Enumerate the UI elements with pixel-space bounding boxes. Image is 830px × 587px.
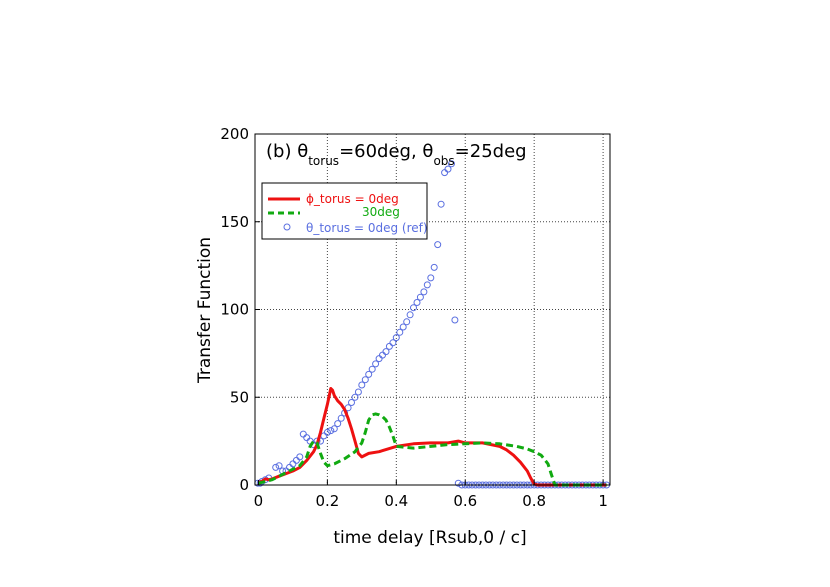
ref-marker — [337, 414, 345, 422]
ref-marker — [396, 328, 404, 336]
legend-label-red: ϕ_torus = 0deg — [306, 192, 399, 206]
ref-marker — [399, 323, 407, 331]
legend-label-blue: θ_torus = 0deg (ref) — [306, 221, 428, 235]
ref-marker — [410, 304, 417, 312]
x-tick-label: 1 — [598, 492, 608, 510]
ref-marker — [330, 425, 338, 433]
ref-marker — [372, 360, 380, 368]
ref-marker — [382, 348, 390, 356]
ref-marker — [413, 299, 421, 306]
ref-marker — [406, 311, 414, 319]
x-tick-label: 0.2 — [315, 492, 339, 510]
x-tick-label: 0.4 — [384, 492, 408, 510]
y-tick-label: 0 — [239, 476, 249, 494]
ref-marker — [454, 479, 462, 487]
y-tick-label: 150 — [220, 213, 249, 231]
y-tick-label: 100 — [220, 301, 249, 319]
ref-marker — [351, 393, 359, 401]
x-tick-label: 0.8 — [522, 492, 546, 510]
ref-marker — [385, 342, 393, 350]
ref-marker — [368, 365, 376, 373]
x-axis-label: time delay [Rsub,0 / c] — [333, 528, 526, 548]
ref-marker — [389, 339, 397, 347]
ref-marker — [272, 463, 280, 471]
ref-marker — [423, 281, 431, 289]
title-sub-torus: torus — [308, 154, 339, 168]
legend-swatch-blue — [283, 223, 291, 231]
ref-marker — [296, 453, 304, 461]
ref-marker — [354, 388, 362, 396]
ref-marker — [365, 370, 373, 378]
chart-title: (b) θtorus=60deg, θobs=25deg — [266, 141, 527, 168]
legend: ϕ_torus = 0deg 30deg θ_torus = 0deg (ref… — [261, 182, 428, 240]
title-part-2: =60deg, θ — [339, 141, 433, 162]
title-part-3: =25deg — [455, 141, 527, 162]
ref-marker — [361, 376, 369, 384]
ref-marker — [444, 165, 452, 173]
ref-marker — [358, 381, 366, 389]
ref-marker — [275, 462, 283, 470]
ref-marker — [348, 399, 355, 406]
ref-marker — [448, 160, 455, 168]
legend-box — [261, 182, 428, 240]
ref-marker — [379, 351, 386, 359]
ticks: 0 0.2 0.4 0.6 0.8 1 0 50 100 150 200 — [220, 125, 608, 510]
series-lines — [258, 387, 607, 487]
y-axis-label: Transfer Function — [195, 237, 215, 384]
ref-marker — [430, 263, 438, 271]
ref-marker — [437, 200, 445, 208]
ref-marker — [427, 274, 435, 282]
ref-marker — [434, 241, 442, 249]
y-tick-label: 50 — [230, 388, 249, 406]
ref-marker — [403, 318, 411, 326]
title-sub-obs: obs — [433, 154, 454, 168]
x-tick-label: 0.6 — [453, 492, 477, 510]
x-tick-label: 0 — [254, 492, 264, 510]
series-line-30deg — [258, 412, 607, 487]
ref-marker — [327, 427, 335, 435]
grid — [255, 134, 610, 485]
ref-marker — [323, 428, 331, 436]
y-tick-label: 200 — [220, 125, 249, 143]
ref-marker — [392, 334, 400, 342]
ref-marker — [416, 293, 424, 301]
ref-marker — [334, 420, 342, 428]
ref-marker — [289, 460, 297, 468]
title-part-1: (b) θ — [266, 141, 308, 162]
ref-marker — [420, 288, 428, 296]
series-line-phi-0deg — [258, 387, 607, 487]
legend-label-green: 30deg — [362, 205, 400, 219]
ref-marker — [451, 316, 459, 324]
